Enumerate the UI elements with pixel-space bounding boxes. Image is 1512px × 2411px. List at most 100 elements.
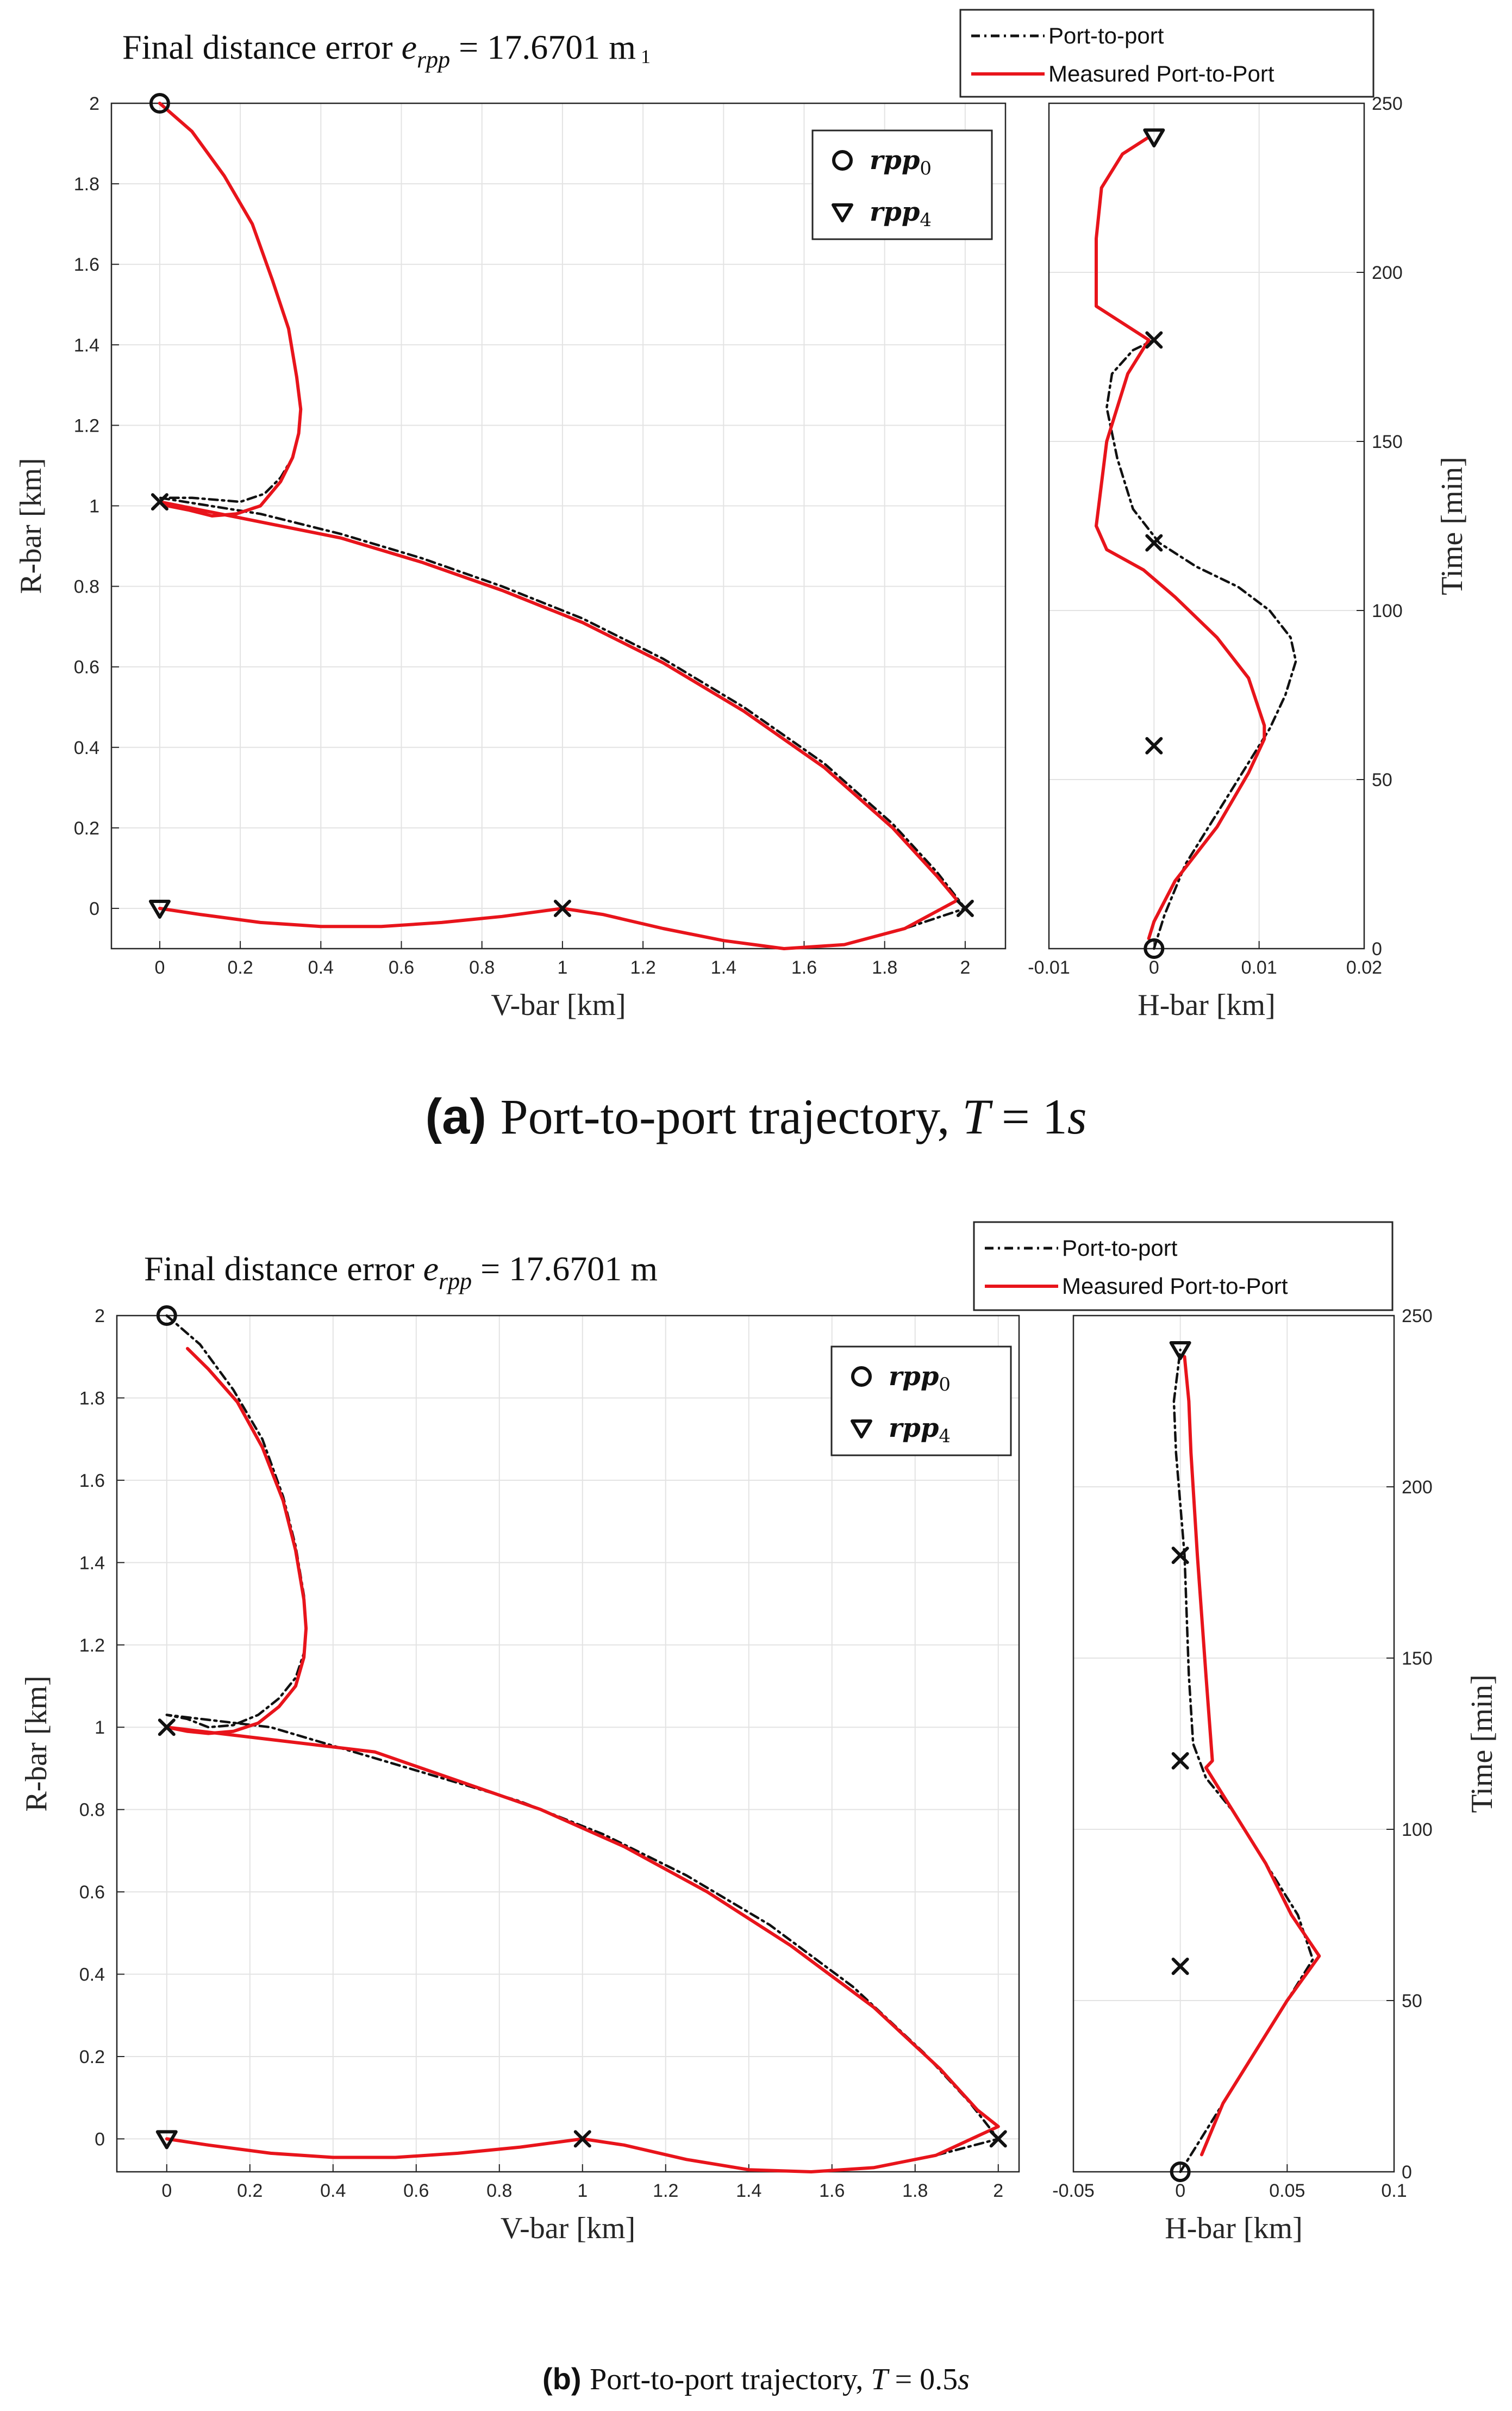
panel-a-caption-text: Port-to-port trajectory,: [500, 1089, 962, 1144]
panel-b-title: Final distance error erpp = 17.6701 m: [144, 1249, 658, 1294]
panel-b-main-marker-waypoint-x: [989, 2130, 1007, 2148]
panel-b-side-y-tick-label: 250: [1402, 1306, 1433, 1326]
panel-b-main-y-tick-label: 1.8: [79, 1388, 105, 1409]
panel-a-legend-marker-label-main: rpp: [870, 145, 920, 176]
panel-b-main-series-measured-line: [165, 1347, 1000, 2173]
panel-a-side-axes-frame: [1048, 102, 1365, 950]
panel-a-side-y-tick-label: 150: [1372, 432, 1403, 452]
panel-b-main-x-tick-label: 1.6: [819, 2181, 845, 2201]
panel-a-main-x-tick-label: 1.6: [791, 957, 817, 978]
panel-a-side-marker-waypoint-x: [1145, 331, 1163, 349]
panel-a-title-prefix: Final distance error: [122, 28, 402, 66]
panel-a-legend-rpp0-circle: [832, 150, 853, 171]
panel-a-legend-rpp4-triangle: [832, 203, 853, 222]
panel-a-main-x-tick-label: 0: [154, 957, 165, 978]
panel-a-caption-unit: s: [1067, 1089, 1087, 1144]
panel-b-caption-var: T: [871, 2363, 895, 2396]
panel-a-main-marker-waypoint-x: [553, 899, 571, 917]
panel-b-legend-marker-label-main: rpp: [889, 1361, 939, 1392]
panel-b-side-x-tick-label: -0.05: [1052, 2181, 1095, 2201]
panel-b-series-legend: [973, 1221, 1394, 1311]
panel-a-legend-marker-label-1: rpp4: [870, 197, 932, 231]
panel-a-main-y-axis-label: R-bar [km]: [14, 458, 48, 594]
panel-b-legend-marker-label-1: rpp4: [889, 1413, 951, 1447]
panel-a-main-y-tick-label: 1.8: [74, 174, 99, 195]
panel-a-main-x-tick-label: 1: [557, 957, 567, 978]
panel-b-main-x-tick-label: 0.4: [320, 2181, 346, 2201]
panel-a-main-x-tick-label: 1.4: [711, 957, 736, 978]
panel-a-title-var-sub: rpp: [417, 46, 450, 73]
panel-b-main-marker-waypoint-x: [573, 2130, 591, 2148]
panel-a-side-x-tick-label: -0.01: [1028, 957, 1070, 978]
panel-a-main-x-tick-label: 1.8: [872, 957, 897, 978]
panel-b-main-y-tick-label: 1: [95, 1717, 105, 1738]
panel-a-side-marker-rpp4-triangle: [1143, 128, 1165, 148]
panel-b-side-marker-waypoint-x: [1171, 1958, 1189, 1975]
panel-b-main-y-tick-label: 1.6: [79, 1471, 105, 1491]
panel-a-series-legend: [959, 9, 1374, 98]
panel-a-main-x-tick-label: 0.8: [469, 957, 495, 978]
panel-b-main-marker-rpp4-triangle: [155, 2130, 178, 2150]
panel-a-side-series-port-to-port-line: [1105, 339, 1297, 950]
panel-b-side-x-tick-label: 0.1: [1381, 2181, 1407, 2201]
panel-b-side-y-tick-label: 100: [1402, 1820, 1433, 1840]
panel-b-main-marker-waypoint-x: [158, 1718, 176, 1736]
panel-a-legend-marker-label-sub: 0: [920, 158, 932, 179]
panel-a-side-marker-waypoint-x: [1145, 534, 1163, 552]
panel-b-title-value: = 17.6701 m: [472, 1249, 658, 1288]
panel-b-side-x-axis-label: H-bar [km]: [1165, 2211, 1302, 2245]
panel-b-side-y-tick-label: 200: [1402, 1477, 1433, 1498]
panel-b-side-y-axis-label: Time [min]: [1465, 1674, 1499, 1813]
panel-a-title-value: = 17.6701 m: [450, 28, 636, 66]
panel-b-main-x-tick-label: 2: [993, 2181, 1003, 2201]
panel-b-main-y-tick-label: 0: [95, 2129, 105, 2150]
panel-a-side-marker-rpp0-circle: [1144, 938, 1165, 959]
panel-b-main-x-tick-label: 1: [577, 2181, 588, 2201]
panel-b: 0 0.2 0.4 0.6 0.8 1 1.2 1.4 1.6 1.8 2 0 0.2 0.4 0.6 0.8…: [20, 1221, 1499, 2396]
panel-b-side-marker-rpp0-circle: [1170, 2161, 1191, 2182]
panel-a-title: Final distance error erpp = 17.6701 m 1: [122, 28, 651, 73]
panel-a-legend-port-to-port-label: Port-to-port: [1048, 23, 1164, 48]
panel-b-legend-marker-label-main: rpp: [889, 1413, 939, 1443]
panel-a-side-y-tick-label: 50: [1372, 770, 1392, 790]
panel-a-main-x-tick-label: 2: [960, 957, 970, 978]
panel-b-side-marker-rpp4-triangle: [1169, 1341, 1191, 1360]
panel-a-side-y-tick-label: 100: [1372, 601, 1403, 621]
panel-b-main-y-tick-label: 0.8: [79, 1800, 105, 1821]
panel-a-title-var: e: [402, 28, 417, 66]
panel-a-title-stray-mark: 1: [636, 46, 651, 67]
panel-a-main-series-measured-line: [158, 102, 959, 950]
panel-a-side-y-tick-label: 200: [1372, 263, 1403, 283]
panel-a-legend-marker-label-0: rpp0: [870, 145, 932, 179]
panel-a-main-y-tick-label: 1.2: [74, 415, 99, 436]
panel-b-title-prefix: Final distance error: [144, 1249, 423, 1288]
panel-b-main-x-tick-label: 1.4: [736, 2181, 761, 2201]
panel-a-main-y-tick-label: 1.6: [74, 254, 99, 275]
panel-b-legend-rpp0-circle: [851, 1366, 872, 1387]
panel-a-main-y-tick-label: 0.6: [74, 657, 99, 678]
panel-b-caption: (b) Port-to-port trajectory, T = 0.5s: [542, 2362, 970, 2396]
panel-a-main-axes-frame: [110, 102, 1007, 950]
panel-a-side-y-tick-label: 250: [1372, 94, 1403, 114]
panel-b-caption-text: Port-to-port trajectory,: [590, 2363, 871, 2396]
panel-a-caption-label: (a): [425, 1089, 500, 1144]
panel-a-main-marker-waypoint-x: [151, 493, 168, 511]
panel-a-main-y-tick-label: 1.4: [74, 335, 99, 356]
panel-b-main-x-tick-label: 0: [161, 2181, 172, 2201]
panel-b-side-plot-area: [1073, 1316, 1394, 2172]
panel-a-legend-measured-label: Measured Port-to-Port: [1048, 61, 1274, 86]
panel-a-main-x-tick-label: 1.2: [630, 957, 655, 978]
panel-b-main-axes-frame: [116, 1314, 1020, 2173]
panel-a-main-marker-rpp0-circle: [149, 93, 170, 114]
panel-a-main-marker-rpp4-triangle: [148, 899, 171, 919]
panel-a-main-x-tick-label: 0.4: [308, 957, 334, 978]
panel-a-main-marker-waypoint-x: [956, 899, 974, 917]
panel-b-main-y-tick-label: 0.2: [79, 2047, 105, 2067]
panel-b-main-x-tick-label: 0.8: [486, 2181, 512, 2201]
panel-a-side-x-axis-label: H-bar [km]: [1138, 988, 1275, 1022]
panel-a-main-x-tick-label: 0.6: [389, 957, 414, 978]
panel-a-main-y-tick-label: 2: [89, 94, 99, 114]
panel-b-caption-label: (b): [542, 2362, 590, 2396]
panel-a-side-x-tick-label: 0: [1149, 957, 1159, 978]
